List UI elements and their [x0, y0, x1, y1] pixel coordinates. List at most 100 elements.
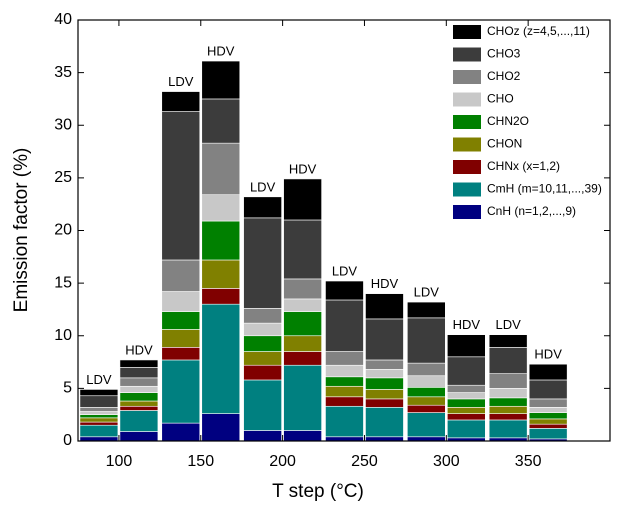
- bar-segment: [325, 351, 364, 366]
- legend-swatch: [453, 47, 481, 62]
- y-tick-label: 25: [54, 169, 72, 186]
- legend-label: CmH (m=10,11,...,39): [487, 182, 602, 196]
- bar-label: HDV: [371, 276, 399, 291]
- bar-segment: [119, 377, 159, 387]
- x-axis-title: T step (°C): [272, 481, 364, 502]
- legend-label: CHON: [487, 137, 522, 151]
- legend-swatch: [453, 92, 481, 107]
- bar-segment: [161, 347, 201, 361]
- bar-label: HDV: [289, 161, 317, 176]
- bar-segment: [243, 430, 282, 442]
- bar-segment: [283, 178, 322, 221]
- bar-segment: [528, 418, 568, 425]
- bar-segment: [283, 298, 322, 312]
- y-tick-label: 35: [54, 64, 72, 81]
- bar-segment: [161, 111, 201, 261]
- bar-segment: [528, 423, 568, 429]
- bar-segment: [79, 395, 119, 408]
- bar-segment: [325, 396, 364, 407]
- bar-segment: [325, 299, 364, 352]
- bar-segment: [365, 407, 404, 438]
- bar-label: LDV: [496, 317, 522, 332]
- x-tick-label: 300: [433, 453, 460, 470]
- bar-segment: [119, 400, 159, 407]
- bar-segment: [161, 311, 201, 330]
- bar-label: HDV: [125, 342, 153, 357]
- bar-segment: [79, 436, 119, 442]
- y-tick-label: 10: [54, 327, 72, 344]
- bar-segment: [283, 311, 322, 337]
- bar-segment: [528, 428, 568, 440]
- bar-segment: [201, 413, 241, 442]
- legend-label: CHO3: [487, 47, 521, 61]
- x-tick-label: 100: [106, 453, 133, 470]
- bar-segment: [243, 335, 282, 352]
- legend-label: CHOz (z=4,5,...,11): [487, 24, 590, 38]
- bar-segment: [488, 405, 528, 414]
- bar-segment: [201, 98, 241, 144]
- bar-segment: [325, 385, 364, 398]
- bar-segment: [201, 194, 241, 222]
- bar-label: LDV: [332, 263, 358, 278]
- bar-segment: [528, 398, 568, 408]
- bar-segment: [365, 377, 404, 390]
- bar-segment: [119, 385, 159, 393]
- x-tick-label: 200: [269, 453, 296, 470]
- bar-segment: [243, 351, 282, 366]
- bar-segment: [528, 407, 568, 413]
- bar-label: LDV: [414, 285, 440, 300]
- bar-segment: [243, 217, 282, 309]
- y-tick-label: 30: [54, 116, 72, 133]
- bar-segment: [407, 412, 446, 438]
- legend-swatch: [453, 160, 481, 174]
- bar-segment: [79, 389, 119, 397]
- bar-segment: [161, 91, 201, 112]
- bar-segment: [201, 259, 241, 289]
- bar-segment: [407, 375, 446, 388]
- bar-segment: [79, 407, 119, 412]
- bar-segment: [79, 421, 119, 426]
- bar-segment: [201, 303, 241, 414]
- bar-segment: [447, 407, 486, 414]
- bar-segment: [325, 376, 364, 387]
- bar-segment: [283, 364, 322, 431]
- bar-segment: [488, 373, 528, 389]
- bar-segment: [161, 329, 201, 348]
- bar-segment: [161, 291, 201, 312]
- bar-segment: [365, 369, 404, 379]
- bar-segment: [161, 422, 201, 442]
- bar-label: HDV: [453, 317, 481, 332]
- bar-segment: [79, 414, 119, 419]
- x-tick-label: 250: [351, 453, 378, 470]
- legend-label: CHNx (x=1,2): [487, 159, 560, 173]
- bar-segment: [243, 308, 282, 324]
- bar-segment: [488, 388, 528, 399]
- bar-segment: [447, 392, 486, 400]
- y-axis-title: Emission factor (%): [11, 148, 32, 313]
- bar-segment: [365, 318, 404, 361]
- legend-swatch: [453, 137, 481, 152]
- bar-segment: [407, 404, 446, 413]
- bar-segment: [119, 431, 159, 442]
- bar-segment: [283, 430, 322, 442]
- y-tick-label: 0: [63, 432, 72, 449]
- bar-segment: [283, 351, 322, 366]
- bar-segment: [407, 396, 446, 406]
- bar-segment: [407, 387, 446, 398]
- bar-label: HDV: [207, 43, 235, 58]
- bar-segment: [528, 412, 568, 420]
- bar-segment: [325, 280, 364, 301]
- bar-segment: [447, 413, 486, 421]
- bar-segment: [161, 359, 201, 424]
- bar-label: LDV: [86, 372, 112, 387]
- legend-swatch: [453, 70, 481, 84]
- bar-segment: [488, 419, 528, 439]
- bar-segment: [79, 411, 119, 415]
- bar-segment: [447, 356, 486, 386]
- legend-swatch: [453, 182, 481, 197]
- x-tick-label: 150: [187, 453, 214, 470]
- bar-segment: [365, 359, 404, 370]
- bar-segment: [528, 363, 568, 381]
- bar-segment: [488, 347, 528, 374]
